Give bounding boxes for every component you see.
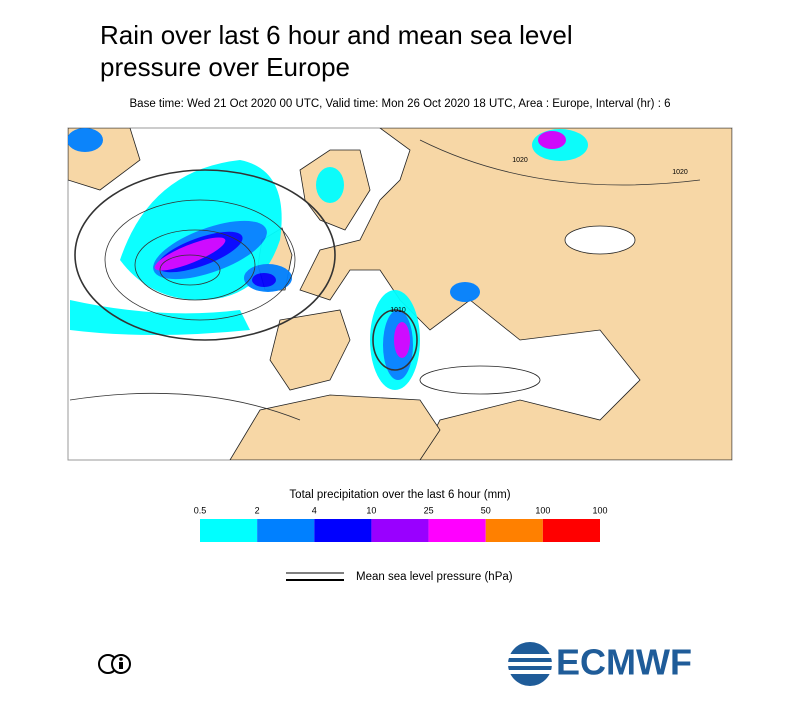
color-tick: 10 xyxy=(366,505,376,515)
legend-title: Total precipitation over the last 6 hour… xyxy=(289,489,510,501)
color-tick: 25 xyxy=(424,505,434,515)
pressure-legend-label: Mean sea level pressure (hPa) xyxy=(356,571,513,583)
isobar-label: 1020 xyxy=(672,169,688,176)
color-tick: 0.5 xyxy=(194,505,207,515)
title-line: Rain over last 6 hour and mean sea level xyxy=(100,20,573,50)
land-africa xyxy=(229,394,441,460)
isobar xyxy=(69,392,301,421)
isobar-label: 1020 xyxy=(512,157,528,164)
color-box xyxy=(314,519,372,542)
isobar xyxy=(74,169,336,341)
color-box xyxy=(485,519,543,542)
rain-area xyxy=(450,282,480,302)
rain-area xyxy=(538,131,566,149)
color-tick: 2 xyxy=(255,505,260,515)
subtitle: Base time: Wed 21 Oct 2020 00 UTC, Valid… xyxy=(130,98,671,110)
sea-black xyxy=(564,225,636,255)
rain-area xyxy=(68,128,103,152)
logo-text: ECMWF xyxy=(556,642,692,683)
sea-med xyxy=(419,365,541,395)
isobar xyxy=(372,309,418,371)
color-box xyxy=(542,519,600,542)
color-box xyxy=(257,519,315,542)
color-tick: 4 xyxy=(312,505,317,515)
rain-area xyxy=(154,237,226,271)
isobar xyxy=(104,199,296,321)
cc-icon xyxy=(98,654,131,674)
color-box xyxy=(200,519,258,542)
title-line: pressure over Europe xyxy=(100,52,350,82)
isobar xyxy=(134,229,256,301)
color-tick: 100 xyxy=(592,505,607,515)
isobar xyxy=(419,139,701,186)
ecmwf-logo: ECMWF xyxy=(505,642,692,686)
rain-area xyxy=(394,322,410,358)
colorbar: 0.5 2 4 10 25 50 100 100 xyxy=(194,505,608,542)
rain-area xyxy=(316,167,344,203)
isobar-label: 1010 xyxy=(390,307,406,314)
isobar xyxy=(159,254,221,286)
land-iberia xyxy=(269,309,351,391)
rain-area xyxy=(70,300,250,335)
color-tick: 50 xyxy=(481,505,491,515)
color-box xyxy=(371,519,429,542)
color-box xyxy=(428,519,486,542)
map: 1010 1020 1020 xyxy=(67,127,733,461)
color-tick: 100 xyxy=(535,505,550,515)
rain-area xyxy=(252,273,276,287)
